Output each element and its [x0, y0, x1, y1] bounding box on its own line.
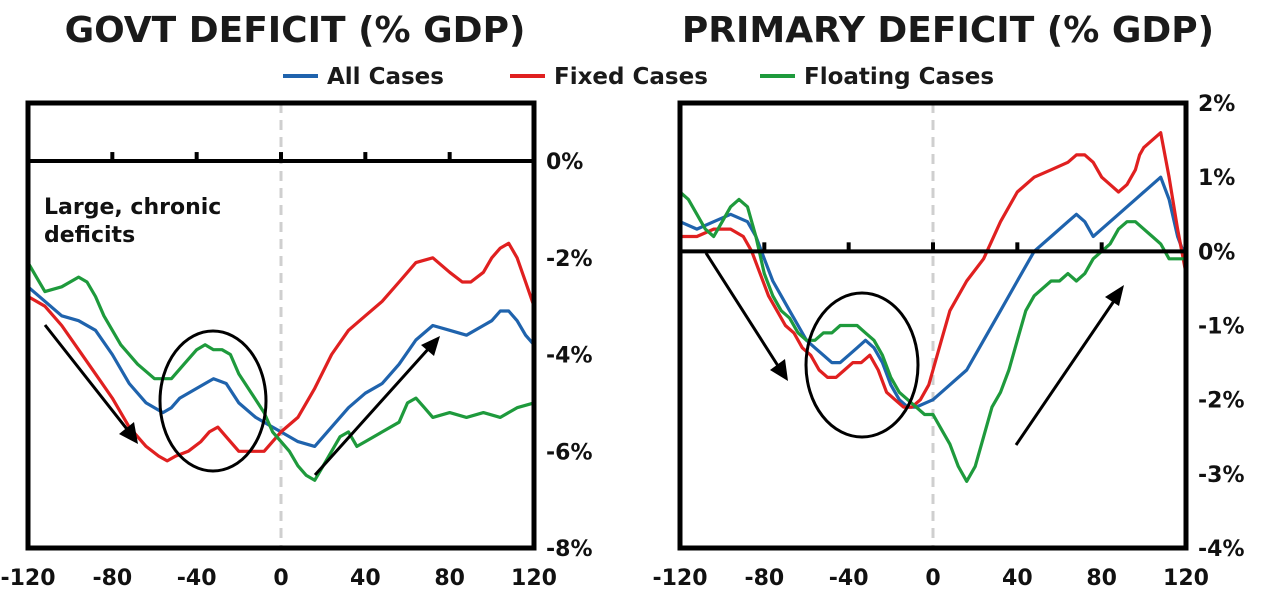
legend-label-fixed: Fixed Cases: [554, 64, 708, 90]
plot-frame: [677, 100, 1189, 551]
y-tick-label: 0%: [1198, 240, 1235, 265]
x-tick-label: 120: [1163, 566, 1209, 591]
x-tick-label: -80: [744, 566, 784, 591]
right-chart-title: PRIMARY DEFICIT (% GDP): [682, 10, 1214, 51]
left-chart-panel: -120 -80 -40 0 40 80 120 0% -2% -4% -6% -8%: [0, 100, 592, 591]
annotation-line-2: deficits: [44, 223, 135, 248]
x-tick-label: -120: [652, 566, 707, 591]
x-tick-label: 80: [434, 566, 465, 591]
series-line-fixed-cases: [678, 131, 1188, 409]
y-tick-label: -4%: [546, 344, 592, 369]
y-tick-label: -8%: [546, 537, 592, 562]
arrow-down-left: [43, 324, 138, 444]
x-tick-label: -40: [829, 566, 869, 591]
y-tick-label: -2%: [1198, 389, 1244, 414]
y-tick-label: 1%: [1198, 166, 1235, 191]
series-line-floating-cases: [678, 190, 1188, 483]
y-tick-label: 0%: [546, 150, 583, 175]
x-tick-label: 120: [511, 566, 557, 591]
left-chart-title: GOVT DEFICIT (% GDP): [65, 10, 526, 51]
arrow-up-left: [313, 336, 440, 477]
plot-frame: [25, 100, 537, 551]
right-chart-panel: -120 -80 -40 0 40 80 120 2% 1% 0% -1% -2% -3% -4%: [652, 92, 1244, 591]
y-tick-label: -6%: [546, 440, 592, 465]
x-tick-label: 80: [1086, 566, 1117, 591]
y-tick-label: -1%: [1198, 315, 1244, 340]
x-tick-label: 40: [1002, 566, 1033, 591]
legend-label-all: All Cases: [327, 64, 444, 90]
legend-label-floating: Floating Cases: [804, 64, 994, 90]
series-line-floating-cases: [26, 261, 536, 482]
y-tick-label: -3%: [1198, 463, 1244, 488]
annotation-line-1: Large, chronic: [44, 195, 221, 220]
x-tick-label: -80: [92, 566, 132, 591]
x-tick-label: 40: [350, 566, 381, 591]
y-tick-label: -2%: [546, 247, 592, 272]
x-tick-label: -120: [0, 566, 55, 591]
highlight-circle-left: [158, 329, 268, 473]
x-tick-label: -40: [177, 566, 217, 591]
y-tick-label: 2%: [1198, 92, 1235, 117]
arrow-down-right: [704, 252, 788, 381]
x-tick-label: 0: [925, 566, 940, 591]
series-line-all-cases: [26, 285, 536, 448]
x-tick-label: 0: [273, 566, 288, 591]
legend: All Cases Fixed Cases Floating Cases: [283, 64, 994, 90]
highlight-circle-right: [804, 291, 920, 439]
y-tick-label: -4%: [1198, 537, 1244, 562]
arrow-up-right: [1014, 285, 1124, 446]
